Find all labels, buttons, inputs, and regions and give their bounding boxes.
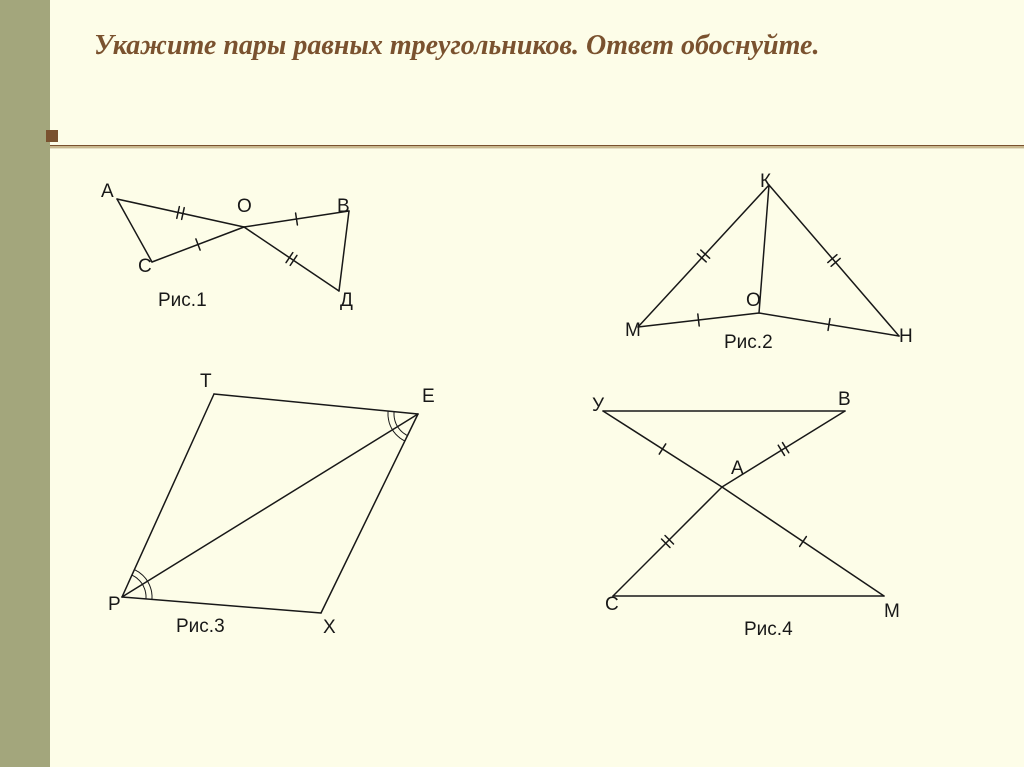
vertex-label: В	[838, 389, 851, 411]
vertex-label: В	[337, 196, 350, 218]
vertex-label: Н	[899, 326, 913, 348]
vertex-label: М	[884, 601, 900, 623]
vertex-label: Д	[340, 290, 353, 312]
vertex-label: С	[605, 594, 619, 616]
vertex-label: О	[237, 196, 252, 218]
figure-caption: Рис.3	[176, 616, 225, 638]
vertex-label: А	[101, 181, 114, 203]
vertex-label: М	[625, 320, 641, 342]
vertex-label: Т	[200, 371, 212, 393]
geometry-canvas	[0, 0, 1024, 767]
vertex-label: К	[760, 171, 771, 193]
vertex-label: С	[138, 256, 152, 278]
figure-caption: Рис.2	[724, 332, 773, 354]
figure-caption: Рис.4	[744, 619, 793, 641]
vertex-label: А	[731, 458, 744, 480]
vertex-label: У	[592, 395, 604, 417]
vertex-label: Е	[422, 386, 435, 408]
vertex-label: Р	[108, 594, 121, 616]
figure-caption: Рис.1	[158, 290, 207, 312]
vertex-label: Х	[323, 617, 336, 639]
vertex-label: О	[746, 290, 761, 312]
